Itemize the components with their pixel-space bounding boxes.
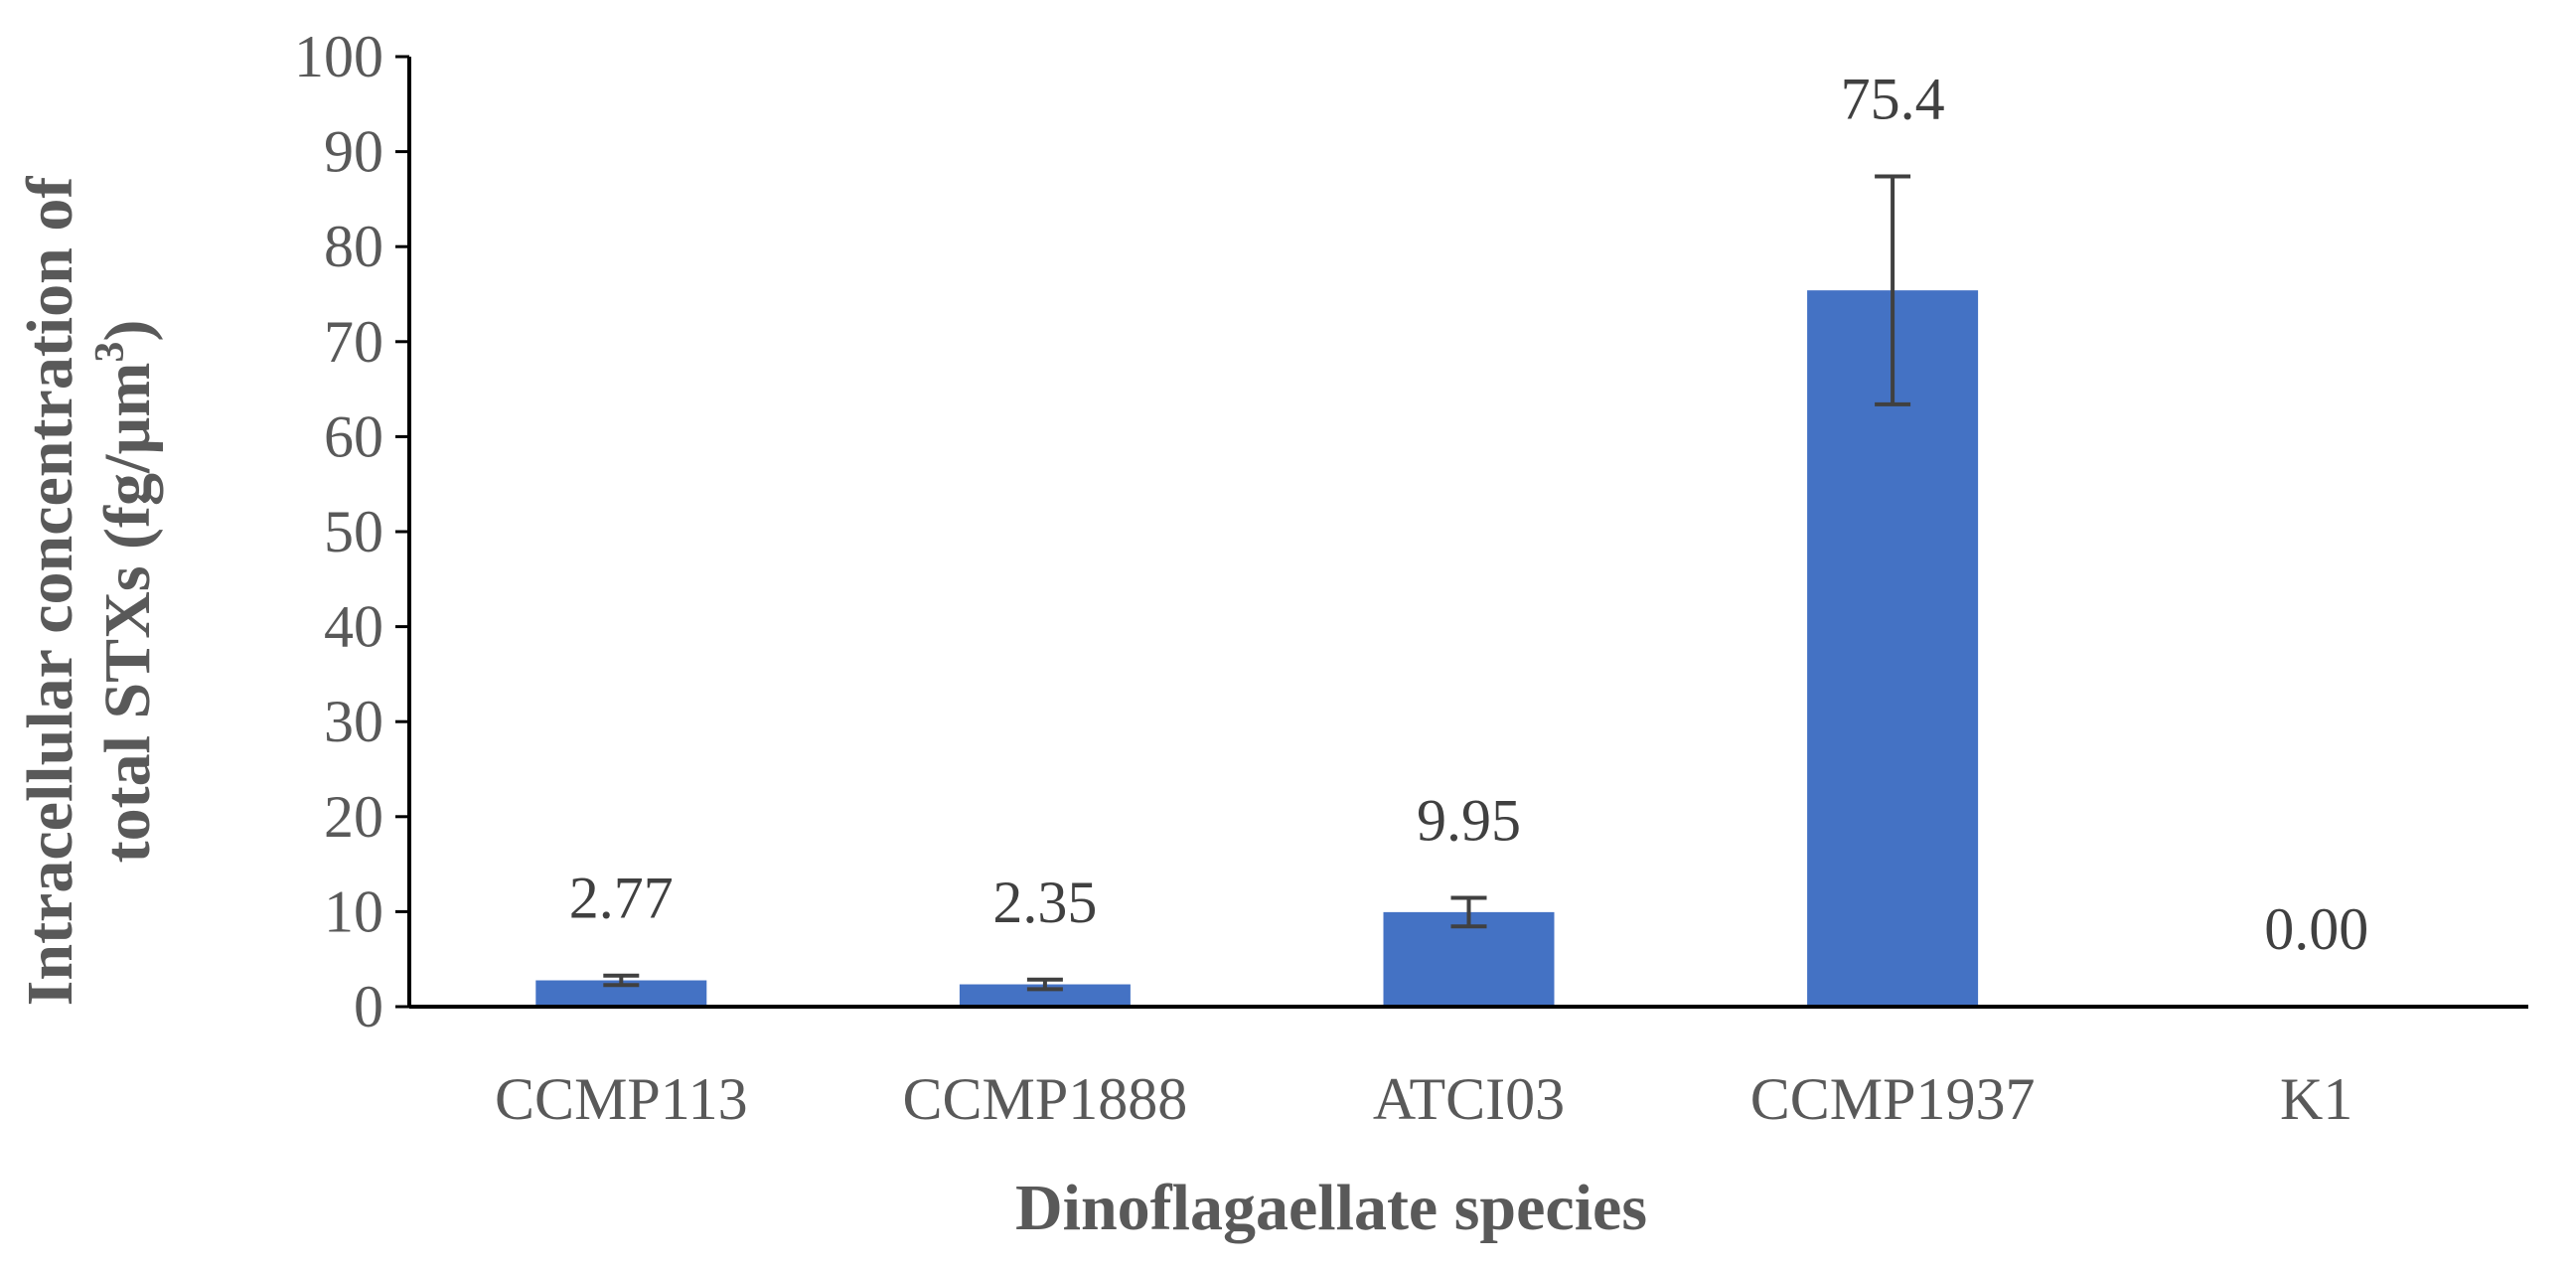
y-tick-label: 80 [324,214,383,279]
y-tick-label: 50 [324,499,383,564]
data-label-ccmp113: 2.77 [569,866,674,931]
y-axis-title-line2-main: total STXs (fg/µm [91,363,164,864]
x-tick-label-ccmp1937: CCMP1937 [1750,1066,2036,1132]
data-label-ccmp1888: 2.35 [992,870,1097,935]
y-tick-label: 30 [324,689,383,754]
y-tick-label: 70 [324,309,383,375]
x-tick-label-atci03: ATCI03 [1373,1066,1565,1132]
y-axis-title-line1: Intracellular concentration of [14,176,86,1007]
y-axis-title: Intracellular concentration of total STX… [14,176,164,1007]
x-tick-label-ccmp113: CCMP113 [495,1066,748,1132]
x-tick-label-ccmp1888: CCMP1888 [903,1066,1188,1132]
error-bar-ccmp1937 [1875,174,1911,406]
x-axis-title: Dinoflagaellate species [1015,1172,1647,1244]
y-axis-ticks: 0 10 20 30 40 50 60 70 80 90 100 [294,24,409,1039]
x-tick-label-k1: K1 [2280,1066,2352,1132]
bar-ccmp1888 [959,984,1131,1007]
y-axis-title-line2-close: ) [91,320,164,342]
y-tick-label: 60 [324,403,383,469]
y-tick-label: 100 [294,24,383,89]
y-tick-label: 20 [324,784,383,850]
y-axis-title-superscript: 3 [87,342,133,363]
bar-ccmp1937 [1807,290,1979,1007]
bars [535,290,1979,1007]
x-axis-categories: CCMP113 CCMP1888 ATCI03 CCMP1937 K1 [495,1066,2352,1132]
y-tick-label: 10 [324,878,383,944]
y-tick-label: 0 [354,974,383,1039]
data-label-k1: 0.00 [2264,896,2368,962]
error-bars [603,174,1911,992]
data-label-atci03: 9.95 [1417,788,1521,854]
data-labels: 2.77 2.35 9.95 75.4 0.00 [569,66,2368,962]
error-bar-ccmp113 [603,973,640,988]
y-axis-title-line2: total STXs (fg/µm3) [87,320,164,864]
error-bar-ccmp1888 [1026,977,1063,992]
data-label-ccmp1937: 75.4 [1841,66,1945,131]
error-bar-atci03 [1450,895,1487,929]
y-tick-label: 90 [324,119,383,185]
y-tick-label: 40 [324,594,383,660]
